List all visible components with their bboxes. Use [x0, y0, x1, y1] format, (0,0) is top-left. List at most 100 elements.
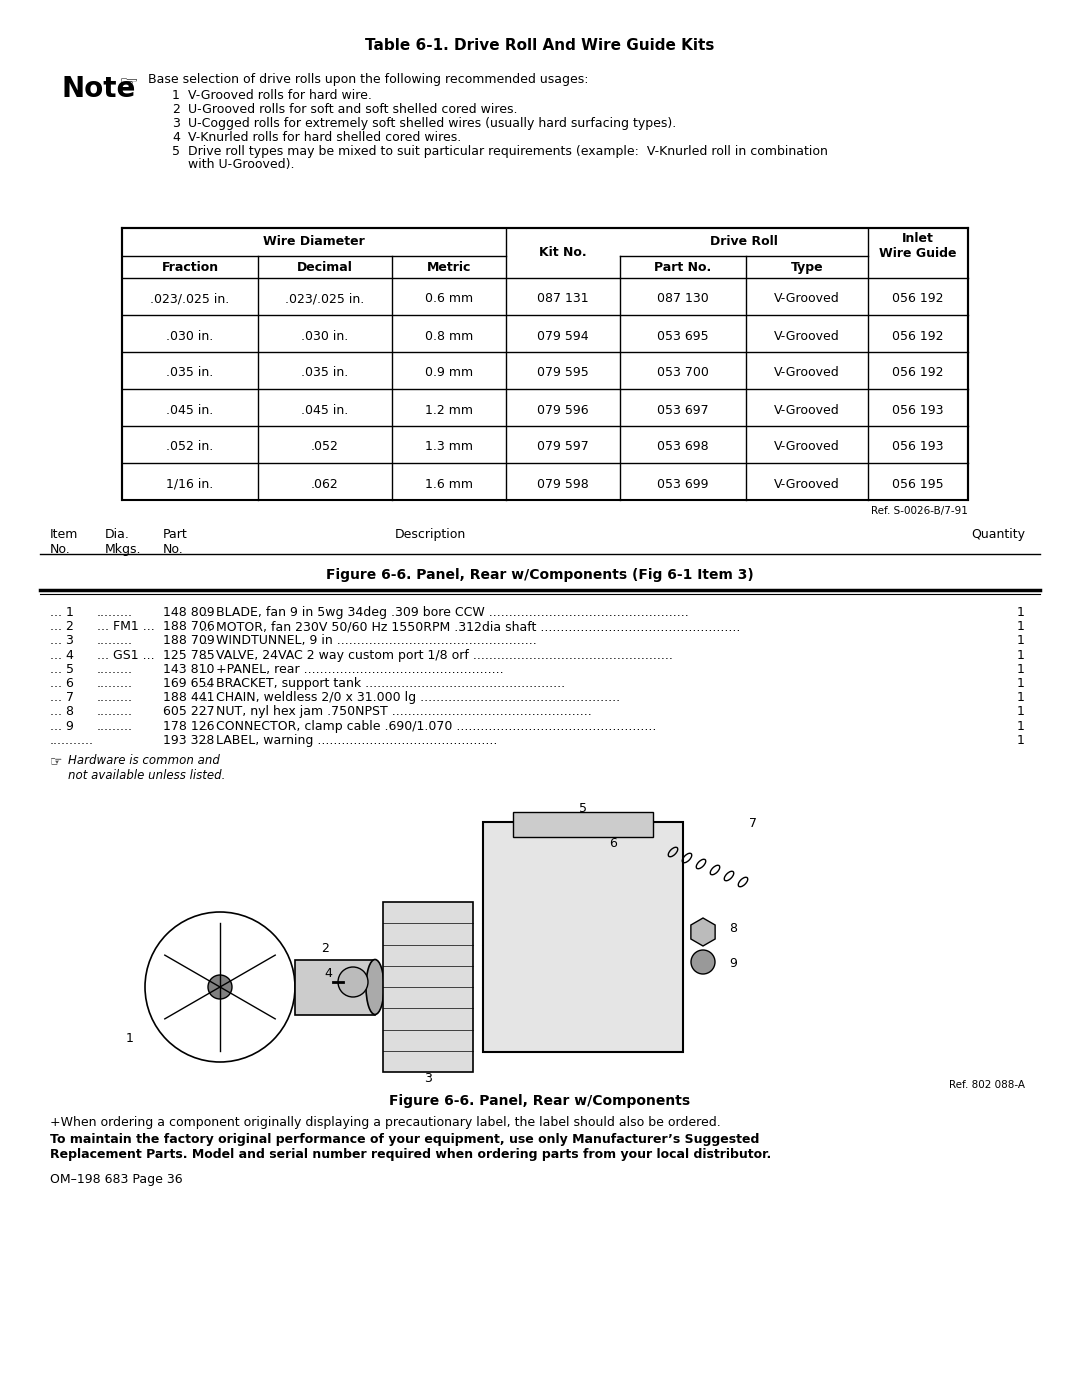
Text: 079 598: 079 598: [537, 478, 589, 490]
Text: 1.2 mm: 1.2 mm: [426, 404, 473, 416]
Text: ... LABEL, warning .............................................: ... LABEL, warning .....................…: [200, 733, 498, 747]
Circle shape: [691, 950, 715, 974]
Text: V-Grooved: V-Grooved: [774, 478, 840, 490]
Text: 056 193: 056 193: [892, 440, 944, 454]
Text: .045 in.: .045 in.: [166, 404, 214, 416]
Text: Fraction: Fraction: [161, 261, 218, 274]
Text: ...........: ...........: [50, 733, 94, 747]
Text: 056 192: 056 192: [892, 366, 944, 380]
Text: .030 in.: .030 in.: [166, 330, 214, 342]
Circle shape: [338, 967, 368, 997]
Text: 1: 1: [1017, 678, 1025, 690]
Text: .052: .052: [311, 440, 339, 454]
Text: 125 785: 125 785: [163, 648, 215, 662]
Text: ... WINDTUNNEL, 9 in ..................................................: ... WINDTUNNEL, 9 in ...................…: [200, 634, 537, 647]
Text: 605 227: 605 227: [163, 705, 215, 718]
Text: 053 697: 053 697: [658, 404, 708, 416]
Text: 8: 8: [729, 922, 737, 935]
Text: ... BLADE, fan 9 in 5wg 34deg .309 bore CCW ....................................: ... BLADE, fan 9 in 5wg 34deg .309 bore …: [200, 606, 689, 619]
Text: Item
No.: Item No.: [50, 528, 79, 556]
Text: 1: 1: [172, 89, 180, 102]
Text: U-Grooved rolls for soft and soft shelled cored wires.: U-Grooved rolls for soft and soft shelle…: [188, 103, 517, 116]
Text: .........: .........: [97, 662, 133, 676]
Text: .045 in.: .045 in.: [301, 404, 349, 416]
Text: ... 2: ... 2: [50, 620, 73, 633]
Text: ... NUT, nyl hex jam .750NPST ..................................................: ... NUT, nyl hex jam .750NPST ..........…: [200, 705, 592, 718]
Text: .023/.025 in.: .023/.025 in.: [285, 292, 365, 306]
Text: Ref. S-0026-B/7-91: Ref. S-0026-B/7-91: [872, 506, 968, 515]
Text: ... CONNECTOR, clamp cable .690/1.070 ..........................................: ... CONNECTOR, clamp cable .690/1.070 ..…: [200, 719, 657, 732]
Text: 1.6 mm: 1.6 mm: [426, 478, 473, 490]
Text: 087 130: 087 130: [657, 292, 708, 306]
Text: .........: .........: [97, 634, 133, 647]
Text: ... +PANEL, rear ..................................................: ... +PANEL, rear .......................…: [200, 662, 503, 676]
Text: .023/.025 in.: .023/.025 in.: [150, 292, 230, 306]
Text: 053 698: 053 698: [658, 440, 708, 454]
Text: Inlet
Wire Guide: Inlet Wire Guide: [879, 232, 957, 260]
Text: 0.9 mm: 0.9 mm: [424, 366, 473, 380]
Text: 079 595: 079 595: [537, 366, 589, 380]
Text: .........: .........: [97, 692, 133, 704]
Text: V-Grooved: V-Grooved: [774, 404, 840, 416]
Text: 6: 6: [609, 837, 617, 849]
Text: 188 706: 188 706: [163, 620, 215, 633]
Text: ... 6: ... 6: [50, 678, 73, 690]
Bar: [295, 960, 375, 1014]
Text: Figure 6-6. Panel, Rear w/Components: Figure 6-6. Panel, Rear w/Components: [390, 1094, 690, 1108]
Text: 5: 5: [172, 145, 180, 158]
Text: Drive roll types may be mixed to suit particular requirements (example:  V-Knurl: Drive roll types may be mixed to suit pa…: [188, 145, 828, 158]
Text: Table 6-1. Drive Roll And Wire Guide Kits: Table 6-1. Drive Roll And Wire Guide Kit…: [365, 38, 715, 53]
Text: Wire Diameter: Wire Diameter: [264, 235, 365, 249]
Circle shape: [208, 975, 232, 999]
Bar: [483, 821, 683, 1052]
Text: 4: 4: [172, 131, 180, 144]
Text: 9: 9: [729, 957, 737, 970]
Text: 1: 1: [1017, 606, 1025, 619]
Text: 079 596: 079 596: [537, 404, 589, 416]
Text: ... BRACKET, support tank ..................................................: ... BRACKET, support tank ..............…: [200, 678, 565, 690]
Text: 1: 1: [1017, 634, 1025, 647]
Text: 079 594: 079 594: [537, 330, 589, 342]
Text: 056 195: 056 195: [892, 478, 944, 490]
Text: 3: 3: [172, 117, 180, 130]
Text: ... 8: ... 8: [50, 705, 75, 718]
Text: 087 131: 087 131: [537, 292, 589, 306]
Text: 5: 5: [579, 802, 588, 814]
Text: Part No.: Part No.: [654, 261, 712, 274]
Text: V-Grooved: V-Grooved: [774, 440, 840, 454]
Text: U-Cogged rolls for extremely soft shelled wires (usually hard surfacing types).: U-Cogged rolls for extremely soft shelle…: [188, 117, 676, 130]
Text: ... VALVE, 24VAC 2 way custom port 1/8 orf .....................................: ... VALVE, 24VAC 2 way custom port 1/8 o…: [200, 648, 673, 662]
Text: Hardware is common and
not available unless listed.: Hardware is common and not available unl…: [68, 754, 226, 782]
Text: 0.6 mm: 0.6 mm: [424, 292, 473, 306]
Text: V-Grooved: V-Grooved: [774, 366, 840, 380]
Text: with U-Grooved).: with U-Grooved).: [188, 158, 295, 170]
Text: 056 192: 056 192: [892, 292, 944, 306]
Text: .........: .........: [97, 678, 133, 690]
Text: ... 5: ... 5: [50, 662, 75, 676]
Text: ... GS1 ...: ... GS1 ...: [97, 648, 154, 662]
Text: V-Knurled rolls for hard shelled cored wires.: V-Knurled rolls for hard shelled cored w…: [188, 131, 461, 144]
Text: 193 328: 193 328: [163, 733, 214, 747]
Text: 056 193: 056 193: [892, 404, 944, 416]
Text: Base selection of drive rolls upon the following recommended usages:: Base selection of drive rolls upon the f…: [148, 73, 589, 87]
Text: Kit No.: Kit No.: [539, 246, 586, 260]
Text: V-Grooved: V-Grooved: [774, 292, 840, 306]
Bar: [122, 228, 968, 500]
Text: .........: .........: [97, 606, 133, 619]
Text: 2: 2: [321, 942, 329, 956]
Text: 188 441: 188 441: [163, 692, 215, 704]
Text: 143 810: 143 810: [163, 662, 215, 676]
Text: 079 597: 079 597: [537, 440, 589, 454]
Text: ... CHAIN, weldless 2/0 x 31.000 lg ............................................: ... CHAIN, weldless 2/0 x 31.000 lg ....…: [200, 692, 620, 704]
Text: 148 809: 148 809: [163, 606, 215, 619]
Text: .030 in.: .030 in.: [301, 330, 349, 342]
Text: Note: Note: [62, 75, 136, 103]
Text: ☞: ☞: [118, 75, 138, 95]
Text: 053 695: 053 695: [658, 330, 708, 342]
Text: Quantity: Quantity: [971, 528, 1025, 541]
Text: 1: 1: [126, 1032, 134, 1045]
Text: .035 in.: .035 in.: [166, 366, 214, 380]
Text: V-Grooved: V-Grooved: [774, 330, 840, 342]
Text: Metric: Metric: [427, 261, 471, 274]
Text: 053 699: 053 699: [658, 478, 708, 490]
